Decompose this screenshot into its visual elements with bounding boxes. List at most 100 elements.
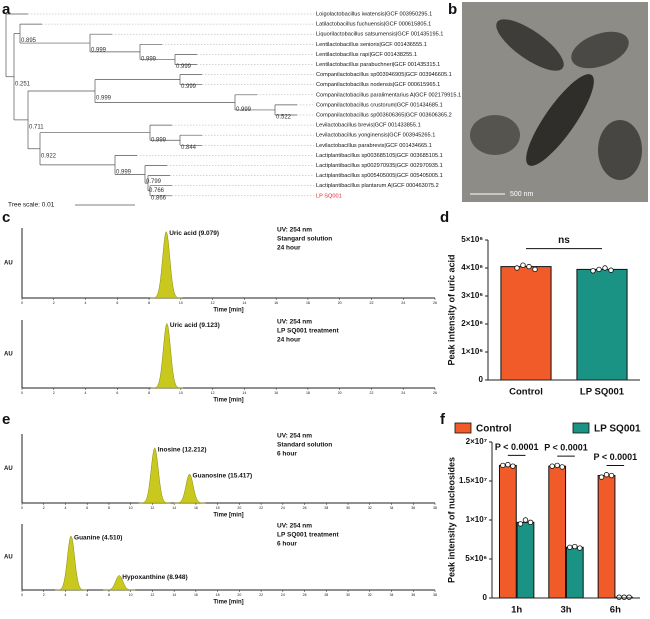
replicate-point <box>520 262 526 268</box>
x-tick-label: 30 <box>346 506 350 510</box>
replicate-point <box>603 472 610 478</box>
bootstrap: 0.251 <box>15 81 31 87</box>
bar <box>516 521 535 599</box>
bootstrap: 0.999 <box>181 84 197 90</box>
leaf-label: Companilactobacillus crustorum|GCF 00143… <box>316 102 443 108</box>
cell <box>496 19 564 71</box>
x-tick-label: 6 <box>86 506 88 510</box>
x-tick-label: 0 <box>21 593 23 597</box>
x-tick-label: 4 <box>64 506 66 510</box>
y-tick-label: 5×10⁶ <box>465 554 487 563</box>
replicate-point <box>559 464 565 470</box>
annotation: UV: 254 nm <box>277 319 312 326</box>
annotation: UV: 254 nm <box>277 227 312 234</box>
x-tick-label: 24 <box>401 391 405 395</box>
y-axis-label: Peak intensity of nucleosides <box>446 457 456 583</box>
x-tick-label: 0 <box>21 506 23 510</box>
bootstrap: 0.999 <box>151 137 167 143</box>
y-tick-label: 4×10⁶ <box>461 263 483 272</box>
bootstrap: 0.999 <box>176 64 192 70</box>
x-tick-label: 26 <box>433 301 437 305</box>
x-tick-label: 34 <box>390 506 394 510</box>
x-tick-label: 18 <box>216 506 220 510</box>
replicate-point <box>608 267 614 273</box>
leaf-label: Lentilactobacillus rapi|GCF 001438255.1 <box>316 52 417 58</box>
x-axis-label: Time [min] <box>213 308 243 314</box>
x-tick-label: 22 <box>259 506 263 510</box>
bootstrap: 0.999 <box>236 107 252 113</box>
x-tick-label: 8 <box>148 301 150 305</box>
replicate-point <box>590 268 596 274</box>
replicate-point <box>577 545 583 551</box>
leaf-label: Lactiplantibacillus sp005405005|GCF 0054… <box>316 173 443 179</box>
x-tick-label: 0 <box>21 301 23 305</box>
bootstrap: 0.766 <box>149 188 165 194</box>
x-tick-label: 16 <box>274 391 278 395</box>
x-tick-label: 6 <box>86 593 88 597</box>
cell <box>470 115 520 155</box>
replicate-point <box>500 462 506 469</box>
x-tick-label: 10 <box>179 391 183 395</box>
x-tick-label: 12 <box>150 593 154 597</box>
replicate-point <box>596 266 602 273</box>
x-tick-label: 24 <box>281 593 285 597</box>
x-tick-label: 38 <box>433 593 437 597</box>
y-axis-label: AU <box>4 352 13 358</box>
annotation: 6 hour <box>277 541 297 548</box>
x-tick-label: 38 <box>433 506 437 510</box>
x-tick-label: 16 <box>194 593 198 597</box>
replicate-point <box>522 517 529 523</box>
x-tick-label: LP SQ001 <box>580 387 625 398</box>
x-tick-label: 18 <box>306 391 310 395</box>
replicate-point <box>602 265 608 271</box>
y-axis-label: AU <box>4 466 13 472</box>
bootstrap: 0.999 <box>116 169 132 175</box>
x-tick-label: 6h <box>610 605 621 616</box>
micrograph: 500 nm <box>462 2 648 202</box>
panel-label: e <box>2 411 10 428</box>
x-tick-label: 20 <box>237 593 241 597</box>
y-tick-label: 5×10⁶ <box>461 235 483 244</box>
peak-label: Uric acid (9.079) <box>169 230 219 237</box>
leaf-label: Levilactobacillus brevis|GCF 001433855.1 <box>316 123 421 129</box>
scale-label: 500 nm <box>510 191 534 198</box>
leaf-label: Levilactobacillus yonginensis|GCF 003945… <box>316 133 435 139</box>
x-tick-label: 28 <box>324 506 328 510</box>
leaf-label: Lactiplantibacillus sp003685105|GCF 0036… <box>316 153 443 159</box>
peak <box>149 230 183 299</box>
x-tick-label: 2 <box>53 391 55 395</box>
x-tick-label: 14 <box>242 391 246 395</box>
leaf-label: Lentilactobacillus parabuchneri|GCF 0014… <box>316 62 440 68</box>
x-tick-label: 2 <box>53 301 55 305</box>
y-axis-label: AU <box>4 555 13 561</box>
bootstrap: 0.711 <box>29 124 44 130</box>
x-tick-label: 2 <box>43 593 45 597</box>
annotation: UV: 254 nm <box>277 433 312 440</box>
y-tick-label: 2×10⁷ <box>466 437 487 446</box>
leaf-label: Lactiplantibacillus sp002970935|GCF 0029… <box>316 163 443 169</box>
x-tick-label: 1h <box>511 605 522 616</box>
annotation: P < 0.0001 <box>544 443 588 453</box>
x-tick-label: 14 <box>172 506 176 510</box>
x-tick-label: 18 <box>216 593 220 597</box>
x-tick-label: 36 <box>411 506 415 510</box>
replicate-point <box>572 543 578 550</box>
annotation: Standard solution <box>277 442 332 449</box>
leaf-label: Loigolactobacillus iwatensis|GCF 0039502… <box>316 11 432 17</box>
y-tick-label: 1×10⁷ <box>466 515 487 524</box>
x-tick-label: 10 <box>129 593 133 597</box>
x-tick-label: 8 <box>108 506 110 510</box>
x-tick-label: 12 <box>150 506 154 510</box>
bootstrap: 0.866 <box>151 195 167 201</box>
panel-label: d <box>440 209 449 226</box>
replicate-point <box>505 461 511 468</box>
x-tick-label: 32 <box>368 506 372 510</box>
annotation: 24 hour <box>277 245 301 252</box>
leaf-label: Latilactobacillus fuchuensis|GCF 0006158… <box>316 22 431 28</box>
y-tick-label: 2×10⁶ <box>461 319 483 328</box>
leaf-label: Liquorilactobacillus satsumensis|GCF 001… <box>316 32 443 38</box>
x-tick-label: 30 <box>346 593 350 597</box>
x-tick-label: 10 <box>179 301 183 305</box>
x-tick-label: 26 <box>303 593 307 597</box>
replicate-point <box>514 265 520 271</box>
